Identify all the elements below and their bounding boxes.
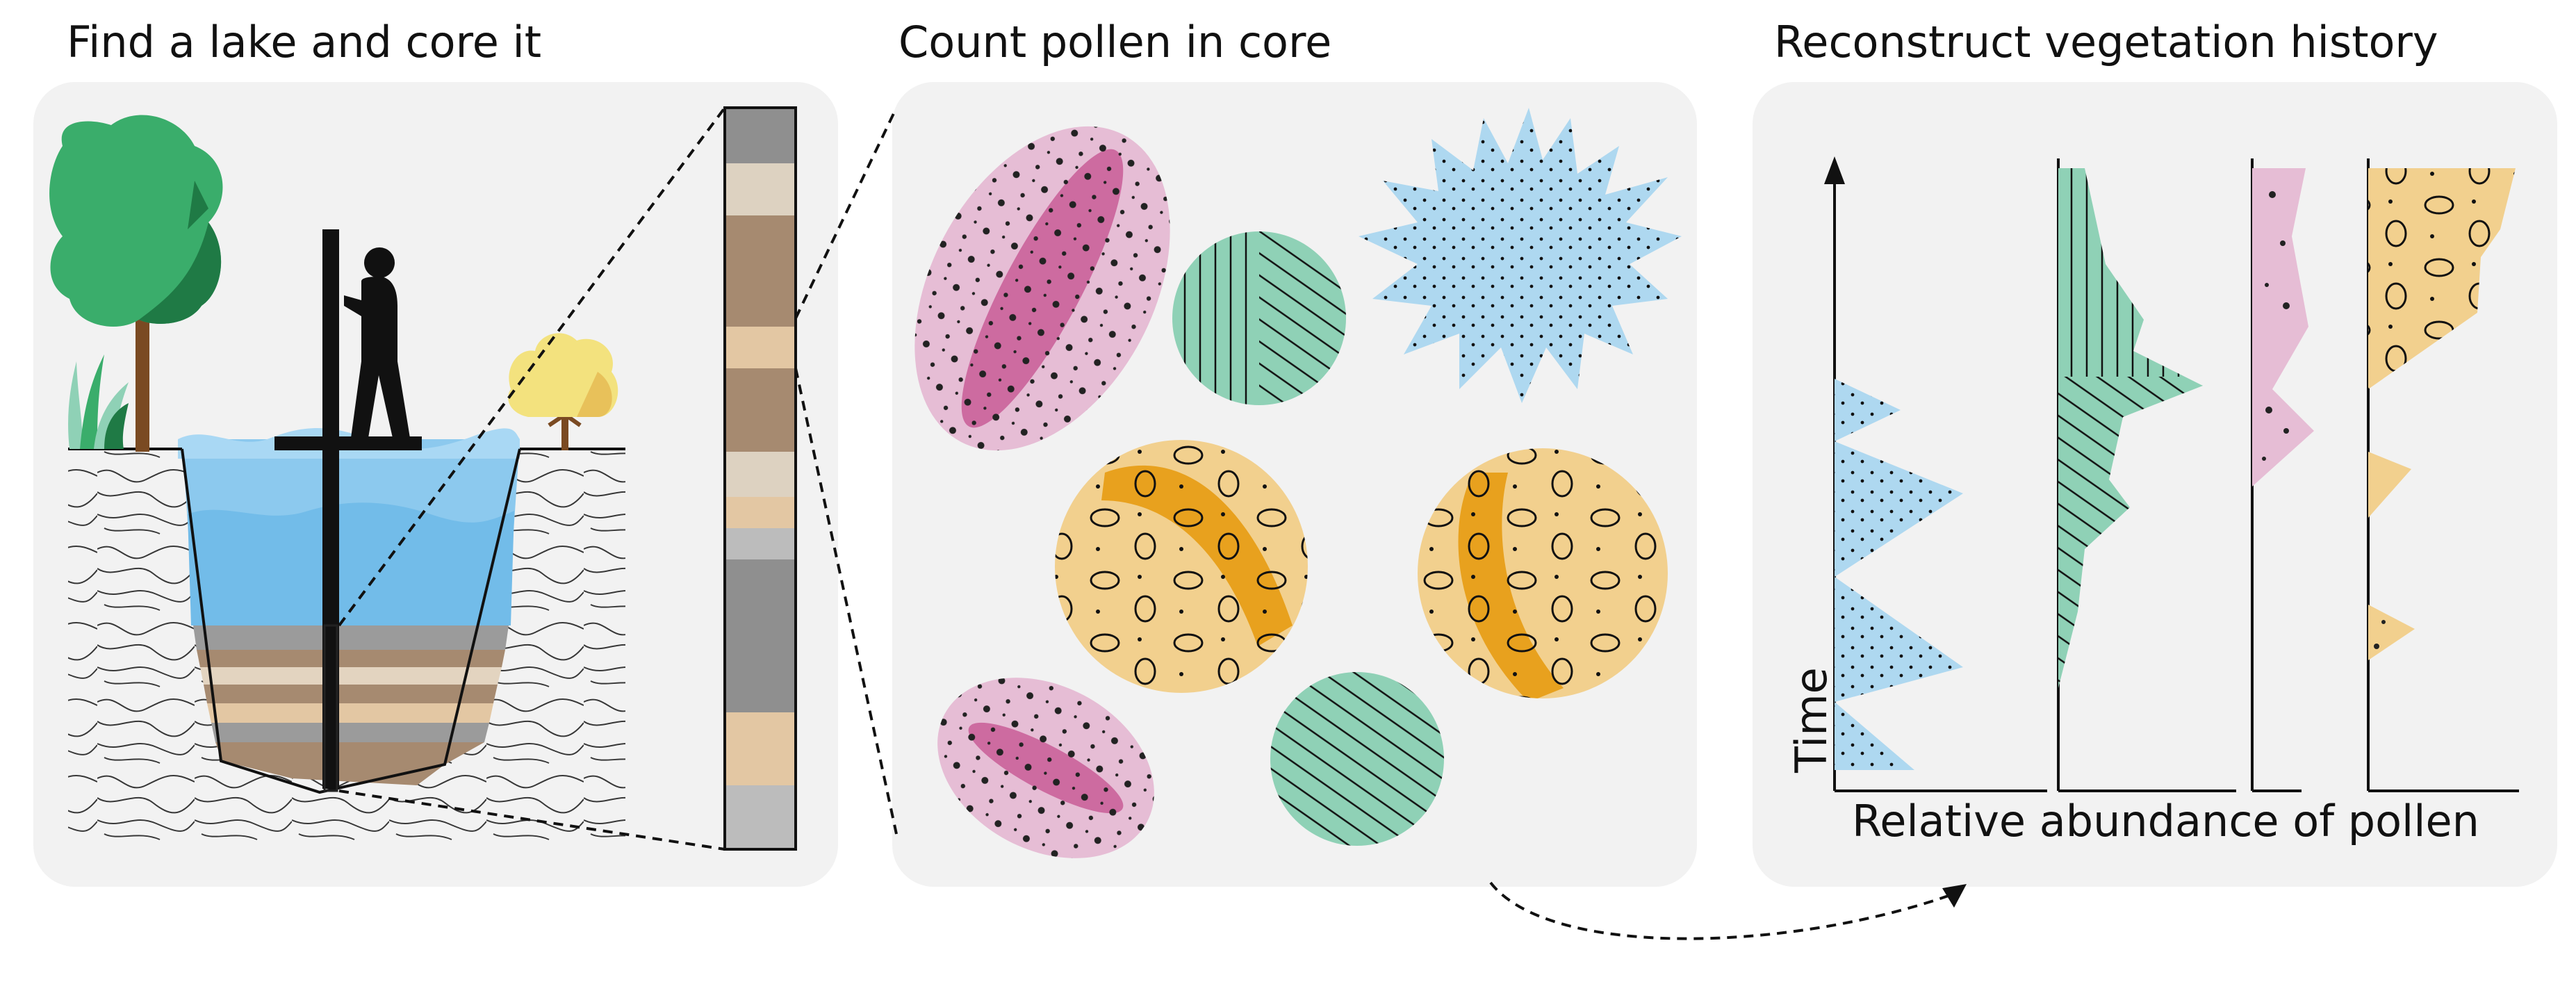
series-blue (1835, 379, 1963, 770)
green-pollen-grain-top (1172, 231, 1346, 405)
yellow-pollen-grain-left (1055, 440, 1308, 693)
yellow-pollen-grain-right (1418, 448, 1668, 698)
pink-pollen-grain-large (914, 126, 1170, 451)
lake-scene (49, 115, 625, 841)
green-pollen-grain-bottom (1270, 672, 1444, 846)
coring-platform (274, 436, 422, 450)
lake-deep-wave (188, 502, 514, 625)
lake-outline (181, 448, 521, 794)
corer-tube (323, 624, 338, 792)
dashed-arrow (1489, 881, 1967, 940)
panel-title-reconstruct: Reconstruct vegetation history (1774, 17, 2438, 67)
sediment-core (723, 106, 797, 851)
panel-history-background (1753, 82, 2557, 887)
y-axis-label: Time (1786, 667, 1837, 774)
pink-pollen-grain-small (937, 678, 1154, 858)
person-icon (344, 247, 410, 438)
x-axis-label: Relative abundance of pollen (1852, 796, 2479, 846)
blue-pollen-grain-spiky (1359, 108, 1682, 403)
y-axis-arrowhead (1824, 156, 1845, 184)
grass-icon (68, 354, 129, 449)
lake-sediment-layers (193, 625, 509, 785)
pollen-grains (914, 108, 1682, 858)
series-pink (2252, 168, 2314, 486)
panel-title-find-lake: Find a lake and core it (67, 17, 541, 67)
tree-icon (49, 115, 223, 452)
panel-title-count-pollen: Count pollen in core (899, 17, 1331, 67)
shrub-icon (508, 333, 618, 450)
zoom-lines (338, 106, 898, 851)
